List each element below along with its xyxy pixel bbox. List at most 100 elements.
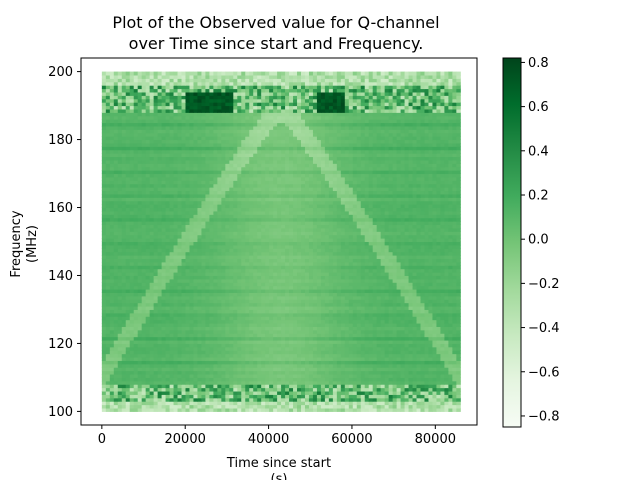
heatmap-cell: [388, 278, 394, 283]
heatmap-cell: [141, 251, 147, 256]
heatmap-cell: [161, 333, 167, 338]
heatmap-cell: [133, 360, 139, 365]
heatmap-cell: [360, 316, 366, 321]
heatmap-cell: [412, 272, 418, 276]
heatmap-cell: [177, 316, 182, 321]
heatmap-cell: [225, 234, 230, 239]
heatmap-cell: [169, 374, 175, 378]
heatmap-cell: [304, 346, 310, 351]
heatmap-cell: [161, 285, 167, 290]
heatmap-cell: [273, 238, 278, 242]
heatmap-cell: [297, 251, 302, 256]
heatmap-cell: [229, 241, 234, 246]
heatmap-cell: [189, 251, 194, 256]
heatmap-cell: [189, 316, 194, 321]
heatmap-cell: [197, 241, 202, 246]
heatmap-cell: [344, 272, 350, 276]
heatmap-cell: [316, 346, 322, 351]
heatmap-cell: [125, 309, 131, 314]
heatmap-cell: [308, 329, 314, 334]
heatmap-cell: [285, 244, 290, 249]
heatmap-cell: [117, 377, 123, 382]
heatmap-cell: [149, 404, 155, 409]
heatmap-cell: [189, 306, 194, 310]
heatmap-cell: [117, 278, 123, 283]
heatmap-cell: [376, 268, 382, 273]
heatmap-cell: [452, 234, 457, 239]
heatmap-cell: [225, 363, 230, 368]
heatmap-cell: [157, 241, 163, 246]
heatmap-cell: [213, 261, 218, 266]
heatmap-cell: [312, 360, 318, 365]
heatmap-cell: [217, 333, 222, 338]
heatmap-cell: [137, 255, 143, 259]
heatmap-cell: [297, 391, 302, 395]
heatmap-cell: [277, 278, 282, 283]
heatmap-cell: [109, 234, 115, 239]
heatmap-cell: [277, 258, 282, 263]
heatmap-cell: [308, 251, 314, 256]
heatmap-cell: [440, 404, 445, 409]
heatmap-cell: [117, 384, 123, 389]
heatmap-cell: [201, 224, 206, 229]
heatmap-cell: [297, 285, 302, 290]
heatmap-cell: [125, 391, 131, 395]
heatmap-cell: [229, 302, 234, 307]
heatmap-cell: [420, 387, 425, 392]
heatmap-cell: [456, 329, 461, 334]
heatmap-cell: [332, 374, 338, 378]
heatmap-cell: [448, 360, 453, 365]
heatmap-cell: [364, 272, 370, 276]
heatmap-cell: [113, 224, 119, 229]
heatmap-cell: [245, 397, 250, 402]
heatmap-cell: [420, 336, 425, 341]
heatmap-cell: [213, 394, 218, 399]
heatmap-cell: [396, 268, 402, 273]
heatmap-cell: [237, 265, 242, 270]
heatmap-cell: [336, 251, 342, 256]
heatmap-cell: [376, 397, 382, 402]
heatmap-cell: [221, 251, 226, 256]
heatmap-cell: [201, 363, 206, 368]
heatmap-cell: [304, 377, 310, 382]
heatmap-cell: [380, 224, 386, 229]
heatmap-cell: [161, 404, 167, 409]
heatmap-cell: [312, 350, 318, 355]
heatmap-cell: [360, 309, 366, 314]
heatmap-cell: [364, 241, 370, 246]
heatmap-cell: [400, 231, 406, 236]
heatmap-cell: [201, 401, 206, 406]
heatmap-cell: [233, 391, 238, 395]
heatmap-cell: [440, 316, 445, 321]
heatmap-cell: [205, 292, 210, 297]
heatmap-cell: [257, 241, 262, 246]
heatmap-cell: [277, 336, 282, 341]
heatmap-cell: [289, 329, 294, 334]
heatmap-cell: [285, 302, 290, 307]
heatmap-cell: [456, 357, 461, 361]
heatmap-cell: [416, 329, 421, 334]
heatmap-cell: [324, 353, 330, 358]
heatmap-cell: [289, 323, 294, 327]
heatmap-cell: [253, 275, 258, 280]
heatmap-cell: [149, 360, 155, 365]
heatmap-cell: [249, 340, 254, 344]
heatmap-cell: [205, 248, 210, 253]
heatmap-cell: [181, 323, 186, 327]
heatmap-cell: [169, 268, 175, 273]
heatmap-cell: [340, 350, 346, 355]
heatmap-cell: [436, 278, 441, 283]
heatmap-cell: [233, 248, 238, 253]
heatmap-cell: [189, 377, 194, 382]
heatmap-cell: [205, 261, 210, 266]
heatmap-cell: [392, 397, 398, 402]
heatmap-cell: [161, 295, 167, 300]
heatmap-cell: [400, 363, 406, 368]
heatmap-cell: [360, 282, 366, 287]
heatmap-cell: [109, 295, 115, 300]
heatmap-cell: [149, 397, 155, 402]
heatmap-cell: [297, 374, 302, 378]
heatmap-cell: [273, 323, 278, 327]
heatmap-cell: [316, 316, 322, 321]
heatmap-cell: [245, 377, 250, 382]
